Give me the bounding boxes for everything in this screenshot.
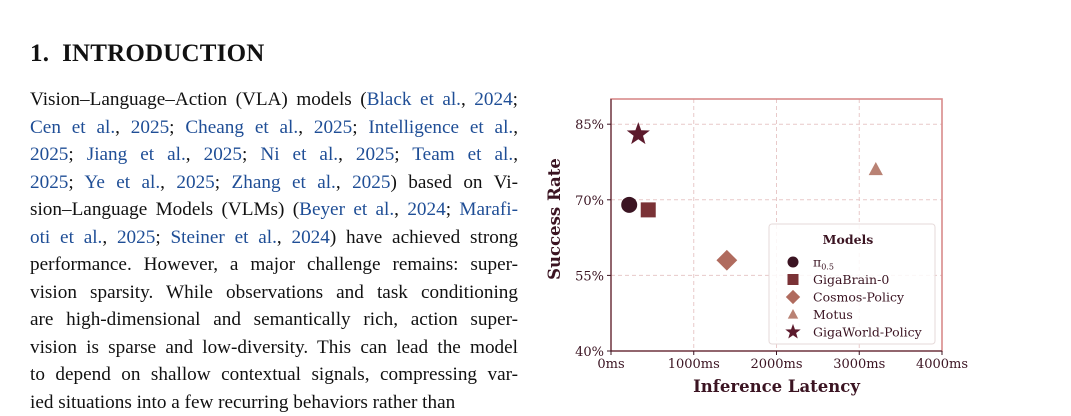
paragraph-text: , — [461, 89, 474, 110]
x-tick-label: 4000ms — [916, 357, 968, 372]
paragraph-text: , — [298, 117, 314, 138]
paragraph-text: , — [394, 199, 407, 220]
paragraph-line: to depend on shallow contextual signals,… — [30, 361, 518, 389]
citation-link[interactable]: Steiner et al. — [170, 227, 276, 248]
x-tick-label: 1000ms — [668, 357, 720, 372]
citation-link[interactable]: 2025 — [356, 144, 394, 165]
paragraph-text: , — [160, 172, 176, 193]
citation-link[interactable]: Cen et al. — [30, 117, 115, 138]
paragraph-text: ; — [242, 144, 260, 165]
paragraph-text: ; — [215, 172, 232, 193]
paragraph-text: ) based on Vi- — [390, 172, 518, 193]
section-number: 1. — [30, 40, 49, 68]
paragraph-text: , — [102, 227, 117, 248]
paragraph-text: to depend on shallow contextual signals,… — [30, 364, 518, 385]
y-axis-label: Success Rate — [545, 158, 564, 280]
legend-label-main: π — [813, 255, 821, 270]
paragraph-text: ; — [155, 227, 170, 248]
citation-link[interactable]: oti et al. — [30, 227, 102, 248]
data-point-star — [627, 122, 650, 144]
paragraph-text: vision is sparse and low-diversity. This… — [30, 337, 518, 358]
citation-link[interactable]: 2025 — [117, 227, 155, 248]
paragraph-line: oti et al., 2025; Steiner et al., 2024) … — [30, 224, 518, 252]
citation-link[interactable]: Zhang et al. — [232, 172, 336, 193]
citation-link[interactable]: 2024 — [291, 227, 329, 248]
x-axis-label: Inference Latency — [693, 377, 860, 396]
legend-label: GigaWorld-Policy — [813, 325, 923, 340]
paragraph-text: , — [513, 144, 518, 165]
citation-link[interactable]: 2025 — [314, 117, 352, 138]
paragraph-text: ; — [446, 199, 460, 220]
x-tick-label: 3000ms — [833, 357, 885, 372]
citation-link[interactable]: Team et al. — [412, 144, 513, 165]
paragraph-line: Vision–Language–Action (VLA) models (Bla… — [30, 86, 518, 114]
paragraph-text: performance. However, a major challenge … — [30, 254, 518, 275]
citation-link[interactable]: 2025 — [30, 144, 68, 165]
paragraph-text: ied situations into a few recurring beha… — [30, 392, 455, 413]
citation-link[interactable]: 2025 — [352, 172, 390, 193]
citation-link[interactable]: Ni et al. — [260, 144, 338, 165]
section-heading: 1. INTRODUCTION — [30, 40, 265, 68]
data-point-circle — [621, 197, 637, 213]
paragraph-text: ; — [169, 117, 185, 138]
paragraph-line: sion–Language Models (VLMs) (Beyer et al… — [30, 196, 518, 224]
citation-link[interactable]: 2025 — [176, 172, 214, 193]
paragraph-line: 2025; Jiang et al., 2025; Ni et al., 202… — [30, 141, 518, 169]
citation-link[interactable]: 2024 — [407, 199, 445, 220]
citation-link[interactable]: 2024 — [474, 89, 512, 110]
legend-label: Cosmos-Policy — [813, 290, 905, 305]
legend-label-subscript: 0.5 — [821, 263, 834, 272]
citation-link[interactable]: Beyer et al. — [299, 199, 394, 220]
paragraph-line: Cen et al., 2025; Cheang et al., 2025; I… — [30, 114, 518, 142]
citation-link[interactable]: Intelligence et al. — [368, 117, 513, 138]
paragraph-text: , — [513, 117, 518, 138]
y-tick-label: 85% — [575, 118, 604, 133]
paragraph-text: , — [115, 117, 131, 138]
data-point-diamond — [716, 250, 737, 271]
paragraph-text: sion–Language Models (VLMs) ( — [30, 199, 299, 220]
paragraph-line: performance. However, a major challenge … — [30, 251, 518, 279]
citation-link[interactable]: 2025 — [30, 172, 68, 193]
paragraph-text: , — [338, 144, 356, 165]
paragraph-text: Vision–Language–Action (VLA) models ( — [30, 89, 367, 110]
section-title: INTRODUCTION — [62, 40, 264, 68]
paragraph-text: ; — [352, 117, 368, 138]
paragraph-line: are high-dimensional and semantically ri… — [30, 306, 518, 334]
paragraph-line: vision is sparse and low-diversity. This… — [30, 334, 518, 362]
paragraph-text: , — [186, 144, 204, 165]
data-point-triangle — [869, 162, 883, 175]
paragraph-line: vision sparsity. While observations and … — [30, 279, 518, 307]
citation-link[interactable]: Jiang et al. — [87, 144, 186, 165]
citation-link[interactable]: Marafi- — [459, 199, 518, 220]
paragraph-text: vision sparsity. While observations and … — [30, 282, 518, 303]
y-tick-label: 70% — [575, 194, 604, 209]
paragraph-line: ied situations into a few recurring beha… — [30, 389, 518, 416]
x-tick-label: 2000ms — [750, 357, 802, 372]
y-tick-label: 55% — [575, 269, 604, 284]
citation-link[interactable]: 2025 — [131, 117, 169, 138]
y-tick-label: 40% — [575, 345, 604, 360]
citation-link[interactable]: Cheang et al. — [185, 117, 298, 138]
legend-marker-circle — [788, 257, 799, 268]
legend-title: Models — [823, 232, 874, 247]
legend-label: Motus — [813, 307, 853, 322]
data-point-square — [641, 202, 656, 217]
paragraph-text: , — [277, 227, 292, 248]
paragraph-text: ) have achieved strong — [330, 227, 518, 248]
paragraph-text: ; — [513, 89, 518, 110]
paragraph-text: ; — [394, 144, 412, 165]
legend-label: GigaBrain-0 — [813, 272, 889, 287]
paragraph-text: are high-dimensional and semantically ri… — [30, 309, 518, 330]
legend-marker-square — [788, 274, 799, 285]
citation-link[interactable]: Ye et al. — [84, 172, 160, 193]
citation-link[interactable]: 2025 — [204, 144, 242, 165]
intro-paragraph: Vision–Language–Action (VLA) models (Bla… — [30, 86, 518, 416]
citation-link[interactable]: Black et al. — [367, 89, 461, 110]
paragraph-text: ; — [68, 144, 86, 165]
paragraph-line: 2025; Ye et al., 2025; Zhang et al., 202… — [30, 169, 518, 197]
paragraph-text: , — [336, 172, 352, 193]
paragraph-text: ; — [68, 172, 84, 193]
